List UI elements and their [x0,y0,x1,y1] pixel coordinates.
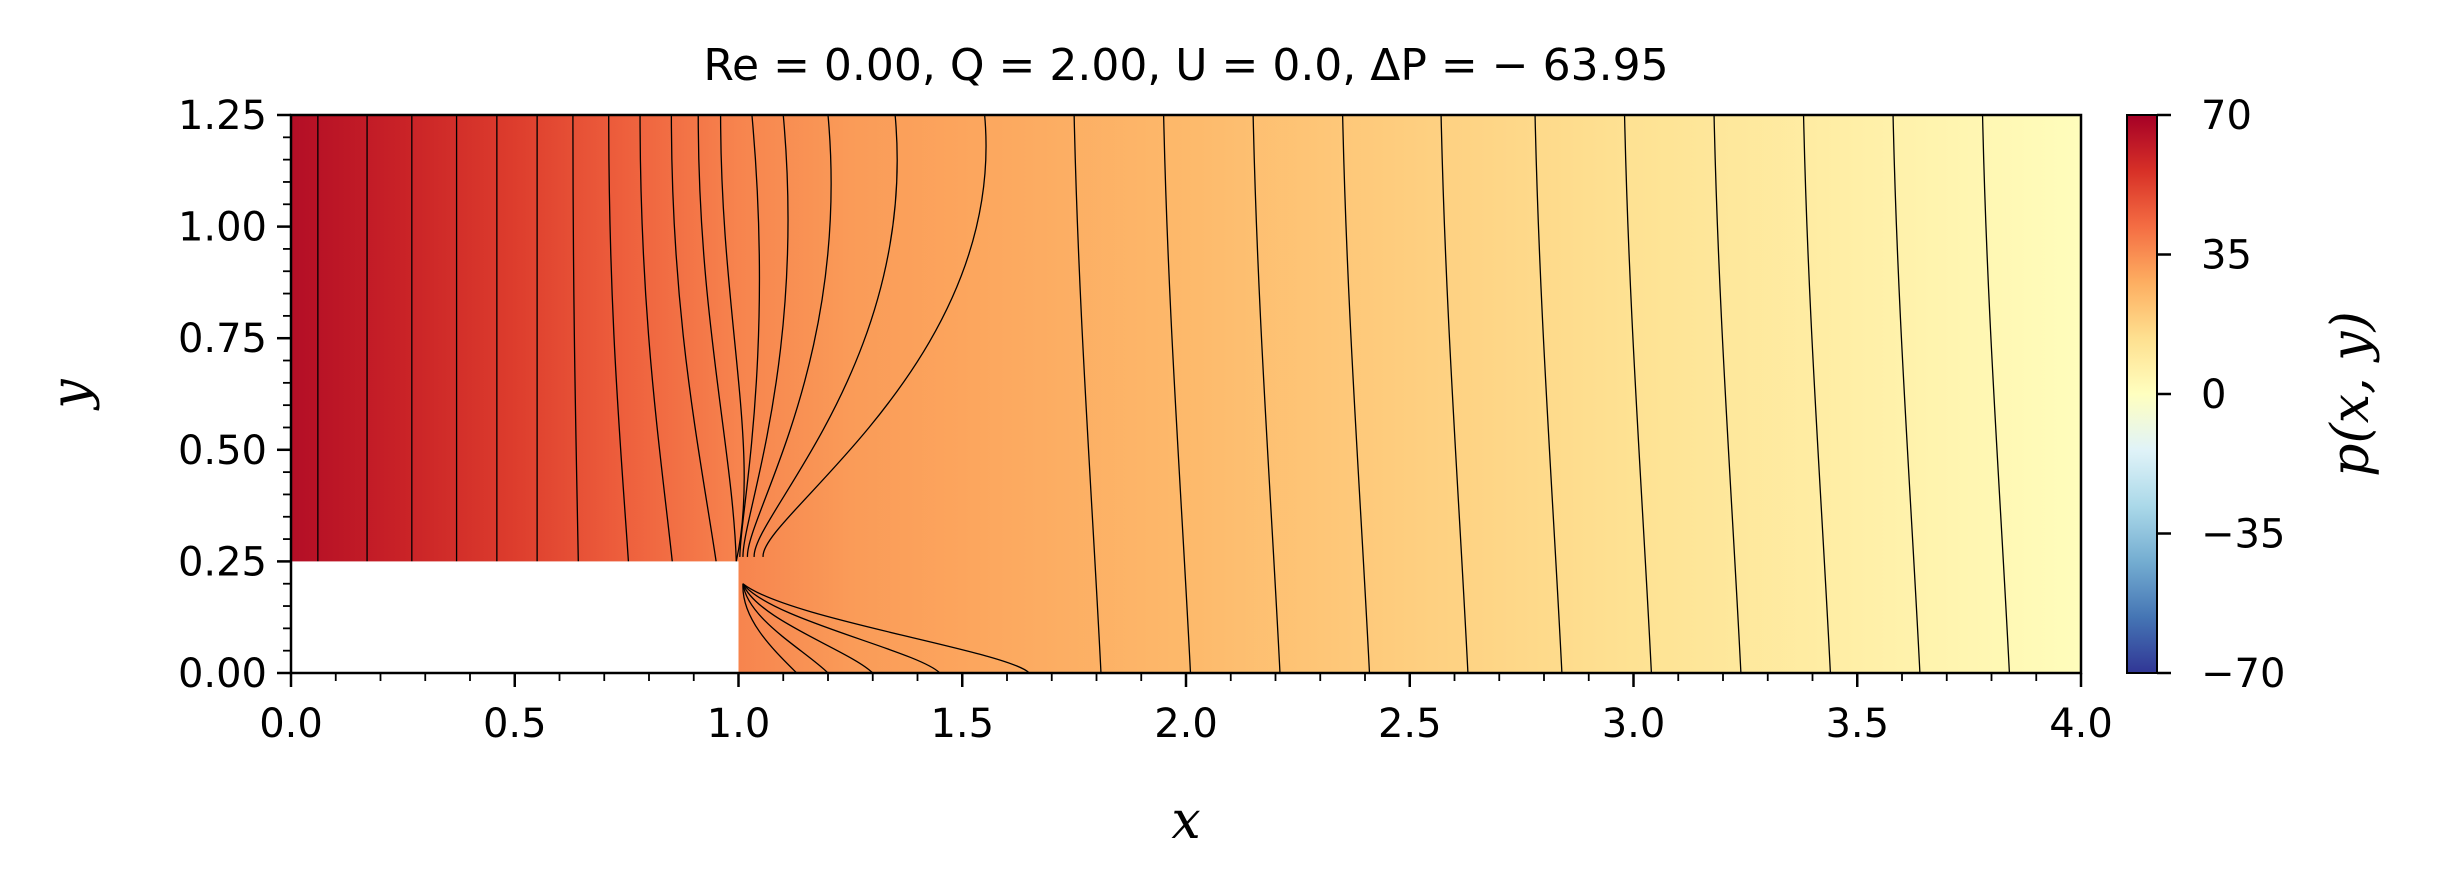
contour-line [639,115,673,562]
colorbar-strip [2127,115,2157,673]
contour-line [1162,115,1192,673]
y-axis: 0.00 0.25 0.50 0.75 1.00 1.25 [178,93,291,697]
plot-area [289,113,2083,675]
contour-line [572,115,579,562]
contour-line [719,115,745,562]
contour-line [742,115,874,673]
contour-line [697,115,737,562]
contour-line [608,115,630,562]
contour-line [1623,115,1653,673]
y-tick-label: 1.25 [178,93,267,139]
colorbar-tick-label: 35 [2201,233,2252,279]
x-tick-label: 2.0 [1154,701,1218,747]
chart-title: Re = 0.00, Q = 2.00, U = 0.0, ΔP = − 63.… [703,40,1668,91]
x-tick-label: 1.0 [707,701,771,747]
contour-line [1534,115,1563,673]
colorbar-tick-label: 70 [2201,93,2252,139]
contour-line [670,115,717,562]
contour-line [1892,115,1921,673]
colorbar-tick-label: −35 [2201,512,2285,558]
y-axis-label: y [41,379,101,411]
contour-line [742,115,1030,673]
y-tick-label: 0.75 [178,316,267,362]
x-tick-label: 0.5 [483,701,547,747]
x-tick-label: 1.5 [930,701,994,747]
x-tick-label: 3.5 [1825,701,1889,747]
contour-line [1802,115,1832,673]
contour-line [739,115,798,673]
x-axis-label: x [1171,791,1200,851]
colorbar: 70 35 0 −35 −70 p(x, y) [2126,93,2381,697]
colorbar-ticks: 70 35 0 −35 −70 [2157,93,2285,697]
x-tick-label: 0.0 [259,701,323,747]
y-tick-label: 0.50 [178,428,267,474]
colorbar-tick-label: 0 [2201,372,2226,418]
colorbar-tick-label: −70 [2201,651,2285,697]
contour-line [1981,115,2011,673]
contour-line [1073,115,1102,673]
x-axis: 0.0 0.5 1.0 1.5 2.0 2.5 3.0 3.5 4.0 [259,673,2113,747]
x-tick-label: 2.5 [1378,701,1442,747]
contour-lines [317,115,2011,673]
y-tick-label: 0.25 [178,539,267,585]
y-tick-label: 1.00 [178,205,267,251]
y-tick-label: 0.00 [178,651,267,697]
contour-line [1440,115,1469,673]
contour-line [1341,115,1371,673]
colorbar-label: p(x, y) [2321,311,2381,477]
contour-line [1252,115,1281,673]
contour-line [1713,115,1742,673]
contour-line [742,115,829,673]
contour-line [742,115,941,673]
x-tick-label: 4.0 [2049,701,2113,747]
step-obstacle [291,561,739,673]
x-tick-label: 3.0 [1602,701,1666,747]
